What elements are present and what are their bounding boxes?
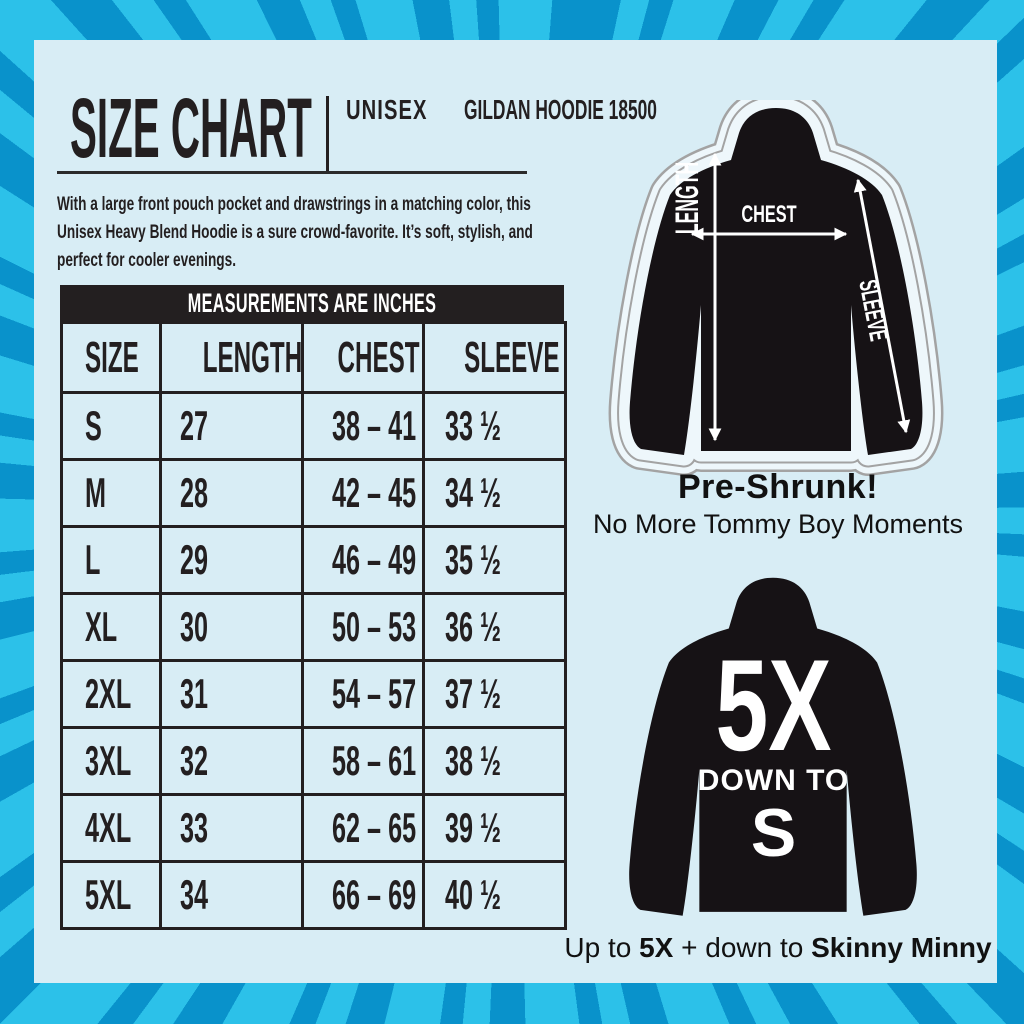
header-rule — [57, 171, 527, 174]
product-name-block: UNISEX GILDAN HOODIE 18500 — [346, 94, 775, 125]
hoodie-silhouette-range — [629, 577, 917, 916]
cell-chest: 42 – 45 — [301, 458, 425, 528]
cell-size: 3XL — [60, 726, 162, 796]
cell-length: 28 — [159, 458, 304, 528]
cell-sleeve: 36 ½ — [422, 592, 567, 662]
cell-size: 5XL — [60, 860, 162, 930]
content-panel: SIZE CHART UNISEX GILDAN HOODIE 18500 Wi… — [34, 40, 997, 983]
product-description: With a large front pouch pocket and draw… — [57, 193, 533, 271]
measurements-banner-label: MEASUREMENTS ARE INCHES — [187, 287, 437, 318]
sleeve-arrow — [853, 178, 911, 434]
cell-chest: 62 – 65 — [301, 793, 425, 863]
size-chart-table: SIZE LENGTH CHEST SLEEVE S 27 38 – 41 33 ½ M 28 4… — [60, 321, 567, 930]
size-range-text: 5X DOWN TO S — [630, 632, 917, 871]
size-range-hoodie — [629, 577, 917, 916]
cell-sleeve: 38 ½ — [422, 726, 567, 796]
cell-chest: 50 – 53 — [301, 592, 425, 662]
caption-min-bold: Skinny Minny — [811, 932, 992, 963]
cell-length: 27 — [159, 391, 304, 461]
cell-length: 29 — [159, 525, 304, 595]
cell-chest: 54 – 57 — [301, 659, 425, 729]
cell-chest: 66 – 69 — [301, 860, 425, 930]
column-header-chest: CHEST — [301, 321, 425, 394]
product-type: UNISEX — [346, 94, 428, 125]
chest-label: CHEST — [741, 201, 797, 228]
caption-text: Up to — [564, 932, 640, 963]
cell-length: 33 — [159, 793, 304, 863]
cell-sleeve: 35 ½ — [422, 525, 567, 595]
range-down-to: DOWN TO — [697, 764, 850, 797]
column-header-size: SIZE — [60, 321, 162, 394]
size-row-m: M 28 42 – 45 34 ½ — [60, 458, 567, 528]
cell-sleeve: 39 ½ — [422, 793, 567, 863]
measurements-banner: MEASUREMENTS ARE INCHES — [60, 285, 564, 321]
cell-size: 2XL — [60, 659, 162, 729]
cell-size: M — [60, 458, 162, 528]
product-description-wrap: With a large front pouch pocket and draw… — [57, 190, 802, 274]
cell-length: 31 — [159, 659, 304, 729]
size-row-s: S 27 38 – 41 33 ½ — [60, 391, 567, 461]
cell-sleeve: 37 ½ — [422, 659, 567, 729]
preshrunk-block: Pre-Shrunk! No More Tommy Boy Moments — [558, 468, 998, 539]
cell-sleeve: 33 ½ — [422, 391, 567, 461]
page-title: SIZE CHART — [70, 81, 312, 175]
cell-size: XL — [60, 592, 162, 662]
length-label: LENGTH — [671, 162, 706, 234]
cell-sleeve: 34 ½ — [422, 458, 567, 528]
size-row-l: L 29 46 – 49 35 ½ — [60, 525, 567, 595]
hoodie-silhouette-back — [629, 108, 923, 455]
size-row-xl: XL 30 50 – 53 36 ½ — [60, 592, 567, 662]
cell-size: S — [60, 391, 162, 461]
cell-chest: 38 – 41 — [301, 391, 425, 461]
range-max-size: 5X — [715, 632, 832, 778]
range-min-size: S — [750, 795, 797, 871]
cell-chest: 46 – 49 — [301, 525, 425, 595]
header-divider — [326, 96, 329, 172]
cell-length: 32 — [159, 726, 304, 796]
cell-size: 4XL — [60, 793, 162, 863]
caption-max-bold: 5X — [639, 932, 674, 963]
column-header-length: LENGTH — [159, 321, 304, 394]
table-header-row: SIZE LENGTH CHEST SLEEVE — [60, 321, 567, 394]
column-header-sleeve: SLEEVE — [422, 321, 567, 394]
hoodie-measurement-diagram: LENGTH CHEST SLEEVE — [608, 100, 944, 476]
cell-size: L — [60, 525, 162, 595]
size-row-3xl: 3XL 32 58 – 61 38 ½ — [60, 726, 567, 796]
size-row-4xl: 4XL 33 62 – 65 39 ½ — [60, 793, 567, 863]
cell-length: 30 — [159, 592, 304, 662]
preshrunk-title: Pre-Shrunk! — [677, 468, 879, 506]
product-model: GILDAN HOODIE 18500 — [463, 94, 657, 125]
size-range-caption: Up to 5X + down to Skinny Minny — [558, 932, 998, 964]
preshrunk-subtitle: No More Tommy Boy Moments — [592, 509, 964, 539]
size-row-5xl: 5XL 34 66 – 69 40 ½ — [60, 860, 567, 930]
cell-chest: 58 – 61 — [301, 726, 425, 796]
cell-length: 34 — [159, 860, 304, 930]
cell-sleeve: 40 ½ — [422, 860, 567, 930]
caption-text: + down to — [673, 932, 812, 963]
size-row-2xl: 2XL 31 54 – 57 37 ½ — [60, 659, 567, 729]
